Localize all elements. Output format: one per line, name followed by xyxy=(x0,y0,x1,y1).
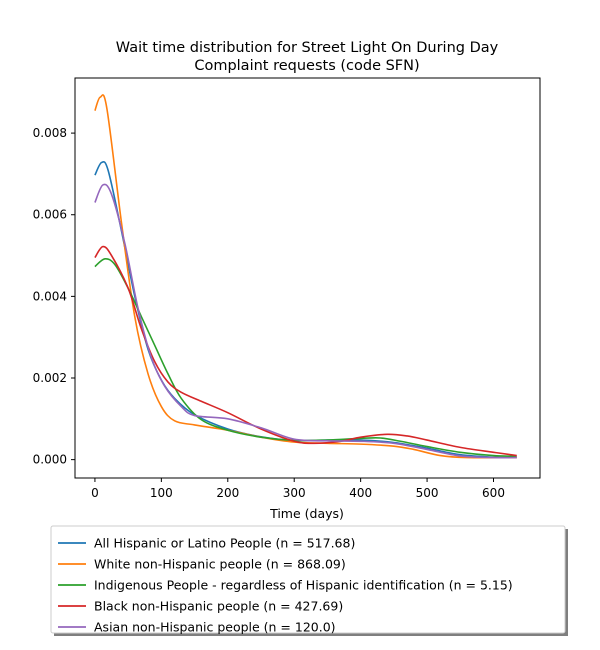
x-tick-label: 200 xyxy=(216,486,239,500)
series-line-1 xyxy=(94,160,517,459)
legend-label-2: White non-Hispanic people (n = 868.09) xyxy=(94,557,346,572)
x-axis-label: Time (days) xyxy=(269,506,344,521)
x-tick-label: 300 xyxy=(283,486,306,500)
legend-label-5: Asian non-Hispanic people (n = 120.0) xyxy=(94,620,336,635)
plot-lines xyxy=(94,94,517,459)
y-tick-label: 0.008 xyxy=(33,126,67,140)
chart-title-line-2: Complaint requests (code SFN) xyxy=(194,58,419,74)
y-axis-ticks: 0.000 0.002 0.004 0.006 0.008 xyxy=(33,126,75,467)
series-line-5 xyxy=(94,183,517,459)
plot-frame xyxy=(74,77,541,479)
x-tick-label: 600 xyxy=(482,486,505,500)
legend-label-1: All Hispanic or Latino People (n = 517.6… xyxy=(94,536,355,551)
legend-label-4: Black non-Hispanic people (n = 427.69) xyxy=(94,599,343,614)
legend-box xyxy=(50,525,566,634)
legend: All Hispanic or Latino People (n = 517.6… xyxy=(50,525,568,636)
legend-label-3: Indigenous People - regardless of Hispan… xyxy=(94,578,513,593)
series-line-3 xyxy=(94,257,517,458)
y-tick-label: 0.004 xyxy=(33,289,67,303)
series-line-4 xyxy=(94,245,517,457)
x-axis-ticks: 0 100 200 300 400 500 600 xyxy=(91,478,505,500)
legend-entries: All Hispanic or Latino People (n = 517.6… xyxy=(58,536,513,635)
series-line-2 xyxy=(94,94,517,459)
y-tick-label: 0.002 xyxy=(33,371,67,385)
x-tick-label: 100 xyxy=(150,486,173,500)
x-tick-label: 0 xyxy=(91,486,99,500)
chart-title-line-1: Wait time distribution for Street Light … xyxy=(116,40,499,56)
y-tick-label: 0.000 xyxy=(33,453,67,467)
y-tick-label: 0.006 xyxy=(33,208,67,222)
x-tick-label: 500 xyxy=(416,486,439,500)
x-tick-label: 400 xyxy=(349,486,372,500)
